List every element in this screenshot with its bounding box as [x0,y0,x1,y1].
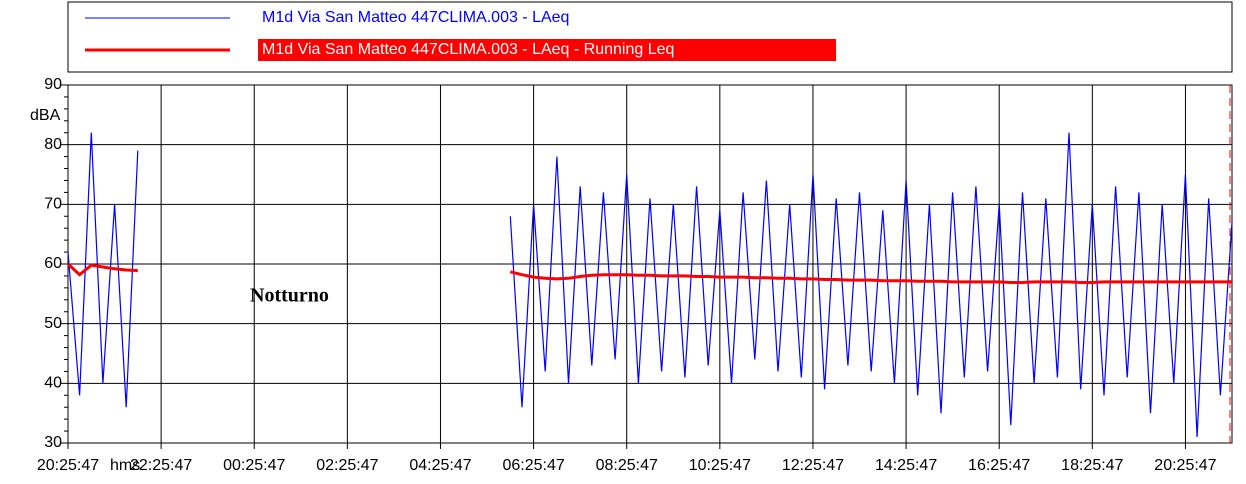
x-tick-label: 20:25:47 [1154,457,1216,474]
y-tick-label: 40 [44,375,62,392]
y-tick-label: 80 [44,136,62,153]
legend-label: M1d Via San Matteo 447CLIMA.003 - LAeq [262,9,569,26]
x-tick-label: 10:25:47 [689,457,751,474]
y-tick-label: 50 [44,315,62,332]
x-tick-label: 22:25:47 [130,457,192,474]
x-tick-label: 20:25:47 [37,457,99,474]
legend-box [67,1,1233,73]
x-tick-label: 00:25:47 [223,457,285,474]
x-tick-label: 06:25:47 [502,457,564,474]
x-tick-label: 14:25:47 [875,457,937,474]
y-tick-label: 60 [44,255,62,272]
legend-highlight [258,39,836,61]
series-line [66,262,1232,284]
x-tick-label: 12:25:47 [782,457,844,474]
series-line [67,132,1233,438]
legend-label: M1d Via San Matteo 447CLIMA.003 - LAeq -… [262,41,674,58]
x-axis-label: hms [110,457,140,474]
y-axis-label: dBA [30,107,61,124]
y-tick-label: 30 [44,434,62,451]
x-tick-label: 08:25:47 [596,457,658,474]
x-tick-label: 02:25:47 [316,457,378,474]
x-tick-label: 16:25:47 [968,457,1030,474]
annotation: Notturno [250,285,329,307]
x-tick-label: 04:25:47 [409,457,471,474]
x-tick-label: 18:25:47 [1061,457,1123,474]
y-tick-label: 70 [44,196,62,213]
y-tick-label: 90 [44,76,62,93]
